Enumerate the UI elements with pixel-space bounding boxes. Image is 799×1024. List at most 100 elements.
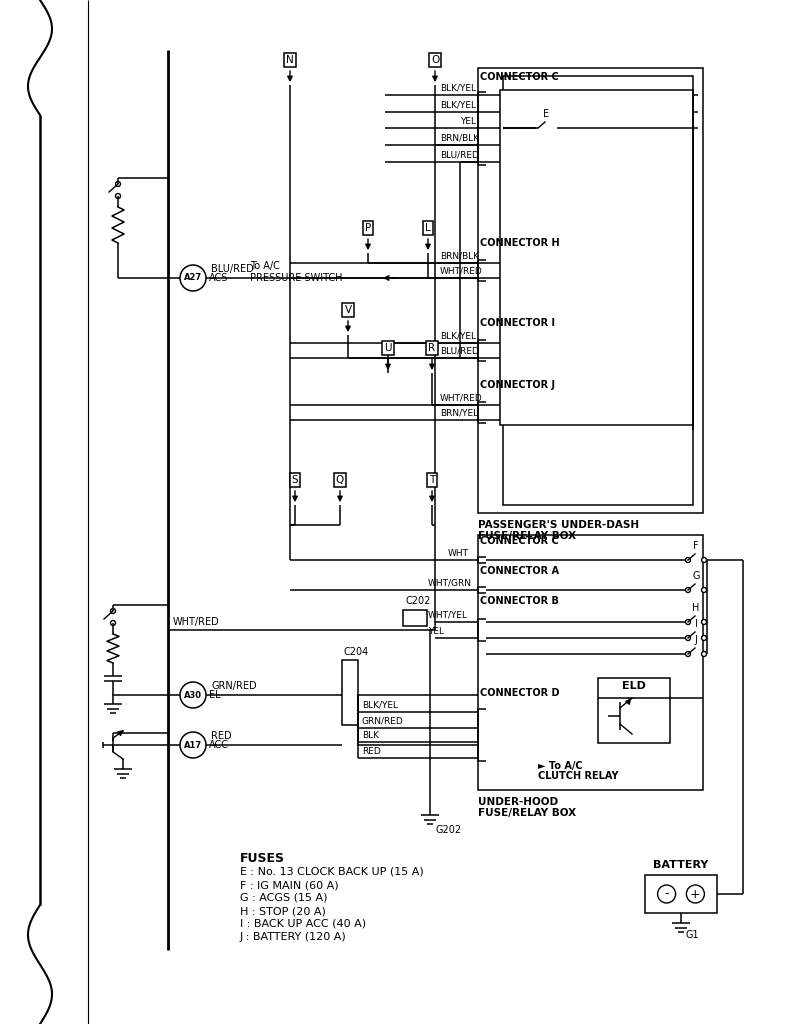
Text: CONNECTOR H: CONNECTOR H [480,238,559,248]
Bar [342,660,358,725]
Circle shape [686,651,690,656]
Text: T: T [429,475,435,485]
Text: BLK/YEL: BLK/YEL [440,100,476,110]
Text: BRN/YEL: BRN/YEL [440,409,478,418]
Circle shape [180,265,206,291]
Text: CONNECTOR I: CONNECTOR I [480,318,555,328]
Text: I: I [694,618,698,629]
Text: E: E [543,109,549,119]
Text: WHT: WHT [448,549,469,557]
Text: GRN/RED: GRN/RED [362,717,403,725]
Text: CLUTCH RELAY: CLUTCH RELAY [538,771,618,781]
Text: BRN/BLK: BRN/BLK [440,252,479,260]
Text: WHT/RED: WHT/RED [173,617,220,627]
Text: F: F [694,541,699,551]
Text: R: R [428,343,435,353]
Text: CONNECTOR C: CONNECTOR C [480,536,559,546]
Bar [598,678,670,743]
Text: A17: A17 [184,740,202,750]
Circle shape [110,621,116,626]
Circle shape [686,885,705,903]
Text: J: J [694,635,698,645]
Text: BLU/RED: BLU/RED [440,346,479,355]
Bar [503,76,693,505]
Text: YEL: YEL [460,117,476,126]
Bar [500,90,693,425]
Circle shape [116,181,121,186]
Circle shape [551,126,556,130]
Text: CONNECTOR A: CONNECTOR A [480,566,559,575]
Text: UNDER-HOOD: UNDER-HOOD [478,797,559,807]
Text: ► To A/C: ► To A/C [538,761,582,771]
Text: ELD: ELD [622,681,646,691]
Text: A30: A30 [184,690,202,699]
Circle shape [702,557,706,562]
Text: H: H [692,603,700,613]
Text: E : No. 13 CLOCK BACK UP (15 A): E : No. 13 CLOCK BACK UP (15 A) [240,867,423,877]
Text: J : BATTERY (120 A): J : BATTERY (120 A) [240,932,347,942]
Bar [478,68,703,513]
Circle shape [702,588,706,593]
Text: G202: G202 [435,825,461,835]
Text: S: S [292,475,298,485]
Text: WHT/GRN: WHT/GRN [428,579,472,588]
Text: EL: EL [209,690,221,700]
Text: -: - [664,888,669,900]
Text: BLK/YEL: BLK/YEL [440,84,476,92]
Text: WHT/RED: WHT/RED [440,266,483,275]
Text: BLK/YEL: BLK/YEL [362,700,398,710]
Circle shape [535,126,540,130]
Circle shape [686,620,690,625]
Bar [403,610,427,626]
Text: FUSE/RELAY BOX: FUSE/RELAY BOX [478,531,576,541]
Text: CONNECTOR D: CONNECTOR D [480,688,559,698]
Text: YEL: YEL [428,627,444,636]
Text: FUSES: FUSES [240,852,285,864]
Text: P: P [365,223,371,233]
Text: H : STOP (20 A): H : STOP (20 A) [240,906,326,916]
Circle shape [180,682,206,708]
Text: ACC: ACC [209,740,229,750]
Text: V: V [344,305,352,315]
Text: BLK/YEL: BLK/YEL [440,332,476,341]
Text: BATTERY: BATTERY [654,860,709,870]
Text: C202: C202 [405,596,431,606]
Text: BLK: BLK [362,730,379,739]
Text: G : ACGS (15 A): G : ACGS (15 A) [240,893,328,903]
Text: RED: RED [362,746,381,756]
Text: L: L [425,223,431,233]
Text: C204: C204 [344,647,369,657]
Text: G: G [692,571,700,581]
Text: G1: G1 [686,930,700,940]
Circle shape [702,636,706,640]
Text: CONNECTOR C: CONNECTOR C [480,72,559,82]
Text: BLU/RED: BLU/RED [211,264,254,274]
Text: U: U [384,343,392,353]
Text: CONNECTOR J: CONNECTOR J [480,380,555,390]
Text: N: N [286,55,294,65]
Text: PRESSURE SWITCH: PRESSURE SWITCH [250,273,343,283]
Text: I : BACK UP ACC (40 A): I : BACK UP ACC (40 A) [240,919,366,929]
Text: BRN/BLK: BRN/BLK [440,133,479,142]
Text: RED: RED [211,731,232,741]
Text: FUSE/RELAY BOX: FUSE/RELAY BOX [478,808,576,818]
Bar [645,874,717,913]
Text: A27: A27 [184,273,202,283]
Text: PASSENGER'S UNDER-DASH: PASSENGER'S UNDER-DASH [478,520,639,530]
Text: GRN/RED: GRN/RED [211,681,256,691]
Text: BLU/RED: BLU/RED [440,151,479,160]
Circle shape [180,732,206,758]
Circle shape [116,194,121,199]
Circle shape [702,620,706,625]
Circle shape [686,557,690,562]
Circle shape [686,636,690,640]
Text: CONNECTOR B: CONNECTOR B [480,596,559,606]
Text: WHT/RED: WHT/RED [440,393,483,402]
Circle shape [658,885,676,903]
Text: WHT/YEL: WHT/YEL [428,610,468,620]
Text: O: O [431,55,439,65]
Text: Q: Q [336,475,344,485]
Bar [478,535,703,790]
Circle shape [686,588,690,593]
Circle shape [110,608,116,613]
